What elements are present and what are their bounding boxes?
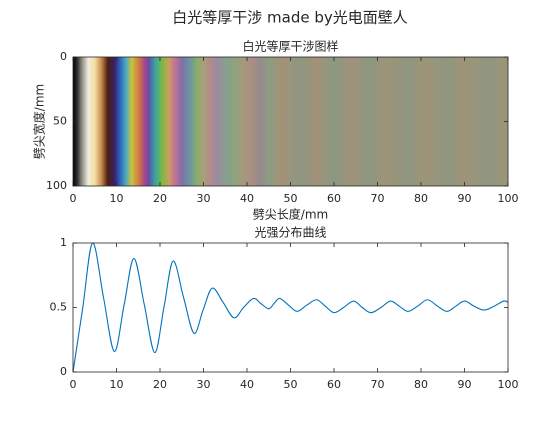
x-tick-label: 30 [197, 378, 211, 391]
x-tick-label: 40 [240, 378, 254, 391]
y-tick-label: 50 [53, 115, 67, 128]
y-tick-label: 0 [60, 365, 67, 378]
x-tick-label: 70 [371, 192, 385, 205]
x-tick-label: 0 [70, 192, 77, 205]
intensity-line [72, 242, 509, 373]
y-axis-label: 劈尖宽度/mm [32, 84, 47, 159]
x-tick-label: 90 [458, 378, 472, 391]
x-tick-label: 20 [153, 378, 167, 391]
x-tick-label: 80 [414, 192, 428, 205]
interference-image [73, 57, 508, 186]
x-tick-label: 10 [110, 192, 124, 205]
x-tick-label: 70 [371, 378, 385, 391]
x-axis-label: 劈尖长度/mm [253, 207, 328, 222]
axes-title: 光强分布曲线 [254, 226, 326, 240]
x-tick-label: 30 [197, 192, 211, 205]
axes-title: 白光等厚干涉图样 [242, 39, 338, 54]
x-tick-label: 100 [498, 378, 519, 391]
x-tick-label: 60 [327, 192, 341, 205]
x-tick-label: 10 [110, 378, 124, 391]
x-tick-label: 50 [284, 378, 298, 391]
y-tick-label: 0 [60, 50, 67, 63]
y-tick-label: 0.5 [50, 301, 68, 314]
x-tick-label: 60 [327, 378, 341, 391]
x-tick-label: 80 [414, 378, 428, 391]
x-tick-label: 0 [70, 378, 77, 391]
y-tick-label: 100 [46, 179, 67, 192]
x-tick-label: 50 [284, 192, 298, 205]
x-tick-label: 20 [153, 192, 167, 205]
x-tick-label: 40 [240, 192, 254, 205]
x-tick-label: 90 [458, 192, 472, 205]
y-tick-label: 1 [60, 236, 67, 249]
figure-title: 白光等厚干涉 made by光电面壁人 [172, 9, 408, 27]
x-tick-label: 100 [498, 192, 519, 205]
